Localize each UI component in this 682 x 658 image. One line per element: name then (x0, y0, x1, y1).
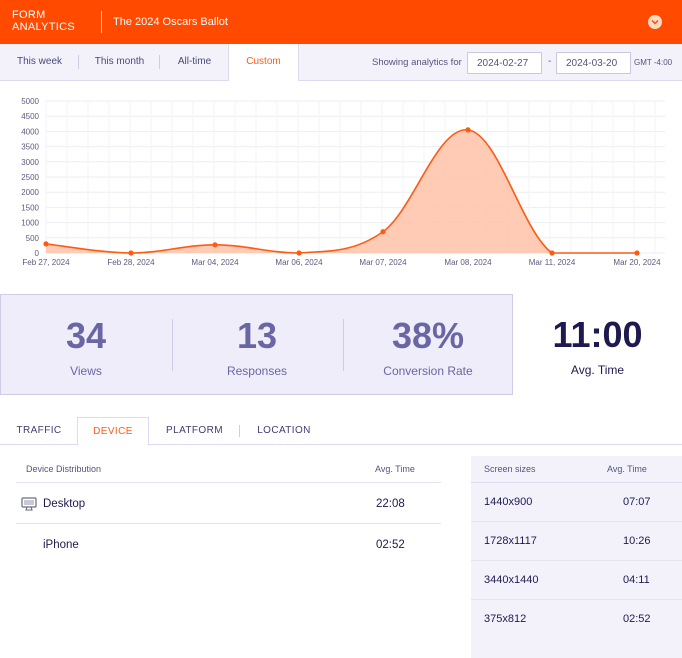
table-row: Desktop 22:08 (16, 483, 441, 524)
data-point (128, 250, 134, 256)
chevron-down-icon[interactable] (648, 15, 662, 29)
series-line (45, 129, 637, 254)
table-row: iPhone 02:52 (16, 524, 441, 565)
tab-custom[interactable]: Custom (228, 44, 299, 81)
device-time: 02:52 (376, 539, 405, 551)
screen-time-col-header: Avg. Time (607, 464, 647, 474)
tab-this-week[interactable]: This week (0, 44, 79, 80)
avg-time-label: Avg. Time (570, 363, 625, 377)
y-tick-label: 3500 (21, 143, 39, 152)
x-tick-label: Mar 07, 2024 (359, 258, 407, 267)
data-point (43, 241, 49, 247)
stat-label: Views (70, 364, 102, 378)
stat-conversion-rate: 38% Conversion Rate (343, 295, 513, 395)
stat-value: 34 (65, 315, 107, 356)
stat-divider (343, 319, 344, 371)
y-tick-label: 0 (35, 249, 40, 258)
screen-time: 07:07 (623, 496, 651, 508)
device-col-header: Device Distribution (26, 464, 102, 474)
y-tick-label: 4500 (21, 112, 39, 121)
table-row: 1440x900 07:07 (471, 483, 682, 522)
table-row: 3440x1440 04:11 (471, 561, 682, 600)
data-point (465, 127, 471, 133)
tab-location[interactable]: LOCATION (257, 425, 311, 436)
end-date-input[interactable] (556, 52, 631, 74)
period-tabs-bar: This week This month All-time Custom Sho… (0, 44, 682, 81)
table-divider (16, 482, 441, 483)
stat-responses: 13 Responses (172, 295, 342, 395)
data-point (634, 250, 640, 256)
y-tick-label: 2000 (21, 188, 39, 197)
screen-time: 04:11 (623, 574, 650, 586)
x-tick-label: Mar 20, 2024 (613, 258, 661, 267)
screen-size: 375x812 (484, 613, 527, 625)
screen-time: 02:52 (623, 613, 651, 625)
tab-all-time[interactable]: All-time (177, 56, 212, 67)
y-tick-label: 3000 (21, 158, 39, 167)
series-area (46, 129, 637, 253)
y-tick-label: 2500 (21, 173, 39, 182)
x-tick-label: Mar 04, 2024 (191, 258, 239, 267)
brand-line-2: ANALYTICS (12, 21, 76, 33)
stat-divider (172, 319, 173, 371)
data-point (212, 242, 218, 248)
stat-views: 34 Views (1, 295, 171, 395)
screen-size: 1728x1117 (484, 535, 537, 547)
stat-label: Conversion Rate (383, 364, 473, 378)
stat-value: 38% (391, 315, 465, 356)
table-divider (471, 482, 682, 483)
stats-panel: 34 Views 13 Responses 38% Conversion Rat… (0, 294, 513, 395)
screen-time: 10:26 (623, 535, 651, 547)
device-name: iPhone (43, 539, 79, 551)
brand-line-1: FORM (12, 9, 46, 21)
brand-logo: FORM ANALYTICS (12, 9, 75, 33)
detail-tabs: TRAFFIC DEVICE PLATFORM LOCATION (0, 417, 682, 446)
tab-this-month[interactable]: This month (79, 44, 160, 80)
tab-traffic[interactable]: TRAFFIC (16, 425, 62, 436)
x-tick-label: Mar 08, 2024 (444, 258, 492, 267)
y-tick-label: 5000 (21, 97, 39, 106)
y-tick-label: 4000 (21, 127, 39, 136)
device-time-col-header: Avg. Time (375, 464, 415, 474)
screen-size: 1440x900 (484, 496, 533, 508)
table-row: 375x812 02:52 (471, 600, 682, 639)
chart-canvas: 0 500 1000 1500 2000 2500 3000 3500 4000 4500 5000… (21, 97, 665, 267)
range-separator: - (548, 56, 552, 67)
stat-avg-time: 11:00 Avg. Time (513, 294, 682, 395)
header-divider (101, 11, 102, 33)
x-tick-label: Feb 27, 2024 (22, 258, 70, 267)
data-point (380, 229, 386, 235)
data-point (549, 250, 555, 256)
y-tick-label: 1500 (21, 203, 39, 212)
avg-time-value: 11:00 (552, 314, 643, 355)
start-date-input[interactable] (467, 52, 542, 74)
timezone-label: GMT -4:00 (634, 58, 673, 67)
tab-device[interactable]: DEVICE (77, 417, 149, 446)
form-title: The 2024 Oscars Ballot (113, 16, 228, 28)
stat-label: Responses (226, 364, 288, 378)
tab-platform[interactable]: PLATFORM (149, 417, 240, 445)
x-tick-label: Mar 11, 2024 (529, 258, 576, 267)
table-row: 1728x1117 10:26 (471, 522, 682, 561)
screen-sizes-panel (471, 456, 682, 658)
stat-value: 13 (236, 315, 278, 356)
app-header: FORM ANALYTICS The 2024 Oscars Ballot (0, 0, 682, 44)
desktop-icon (21, 497, 37, 516)
screen-col-header: Screen sizes (484, 464, 536, 474)
y-tick-label: 1000 (21, 219, 39, 228)
range-label: Showing analytics for (372, 57, 462, 68)
views-chart: 0 500 1000 1500 2000 2500 3000 3500 4000 4500 5000… (0, 88, 682, 274)
x-tick-label: Feb 28, 2024 (107, 258, 155, 267)
y-tick-label: 500 (26, 234, 40, 243)
device-time: 22:08 (376, 498, 405, 510)
data-point (296, 250, 302, 256)
screen-size: 3440x1440 (484, 574, 539, 586)
x-tick-label: Mar 06, 2024 (275, 258, 323, 267)
device-name: Desktop (43, 498, 86, 510)
